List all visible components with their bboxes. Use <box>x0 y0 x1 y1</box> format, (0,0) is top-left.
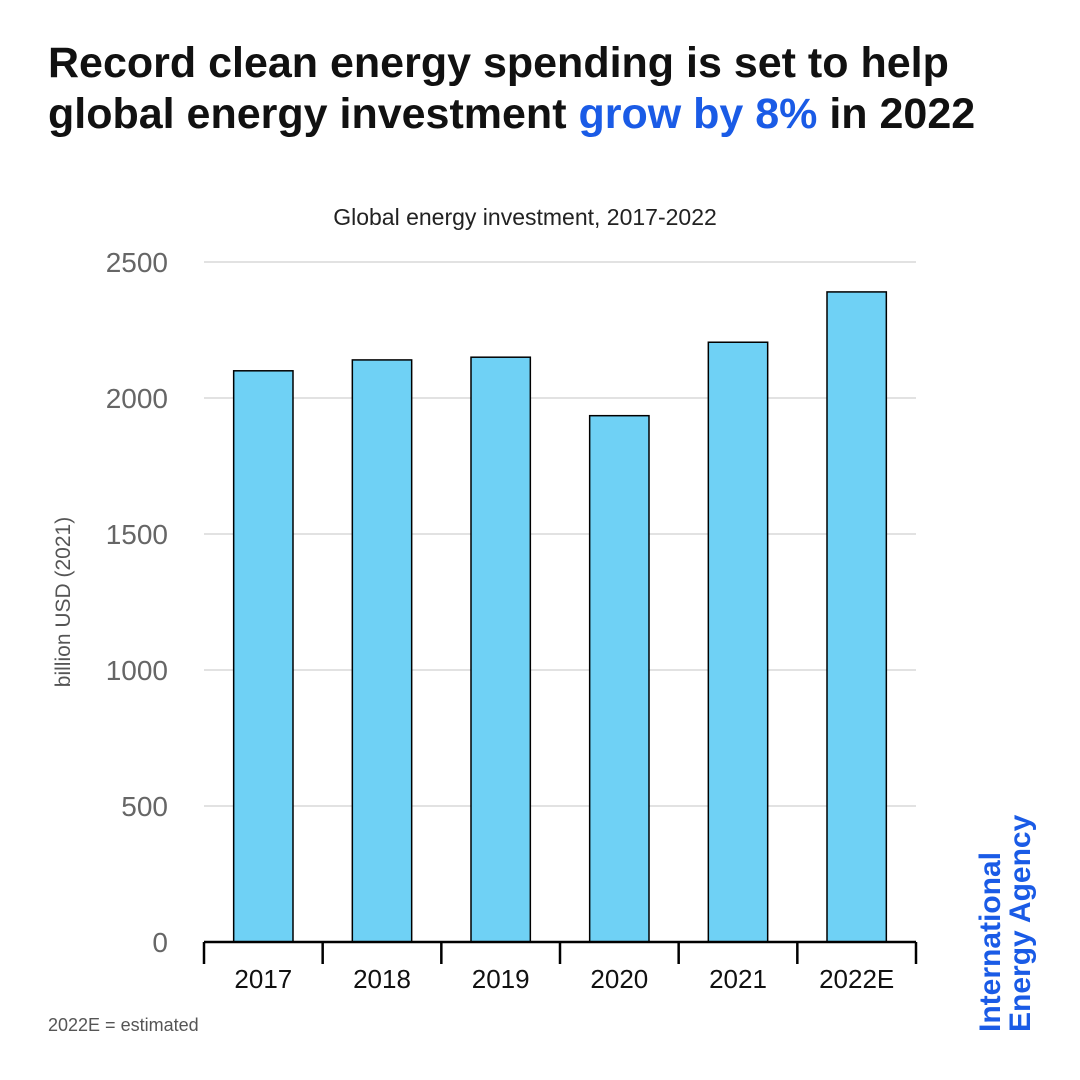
headline: Record clean energy spending is set to h… <box>48 38 1048 140</box>
x-axis: 2017 2018 2019 2020 2021 2022E <box>202 940 918 994</box>
y-tick-label: 1500 <box>106 519 168 550</box>
y-tick-labels: 0 500 1000 1500 2000 2500 <box>106 247 168 958</box>
y-tick-label: 2500 <box>106 247 168 278</box>
y-tick-label: 1000 <box>106 655 168 686</box>
logo-line-2: Energy Agency <box>1004 814 1037 1032</box>
gridlines <box>204 261 916 807</box>
logo-line-1: International <box>974 851 1007 1032</box>
y-axis-label: billion USD (2021) <box>52 517 75 687</box>
chart-note: 2022E = estimated <box>48 1015 199 1035</box>
x-tick-label: 2022E <box>819 964 894 994</box>
x-tick-label: 2021 <box>709 964 767 994</box>
headline-line-2-start: global energy investment <box>48 90 579 138</box>
x-tick-label: 2018 <box>353 964 411 994</box>
y-tick-label: 2000 <box>106 383 168 414</box>
x-tick-label: 2019 <box>472 964 530 994</box>
chart-title: Global energy investment, 2017-2022 <box>333 204 717 230</box>
headline-line-1: Record clean energy spending is set to h… <box>48 39 949 87</box>
y-tick-label: 500 <box>121 791 168 822</box>
bar-2020 <box>588 414 650 943</box>
bars <box>232 291 888 943</box>
headline-accent: grow by 8% <box>578 90 818 138</box>
bar-2017 <box>232 370 294 943</box>
x-tick-label: 2017 <box>234 964 292 994</box>
headline-line-2-end: in 2022 <box>817 90 976 138</box>
iea-logo: International Energy Agency <box>974 814 1037 1032</box>
bar-2018 <box>351 359 413 943</box>
bar-2022e <box>826 291 888 943</box>
x-tick-label: 2020 <box>590 964 648 994</box>
y-tick-label: 0 <box>152 927 168 958</box>
bar-2019 <box>470 356 532 943</box>
bar-2021 <box>707 341 769 943</box>
